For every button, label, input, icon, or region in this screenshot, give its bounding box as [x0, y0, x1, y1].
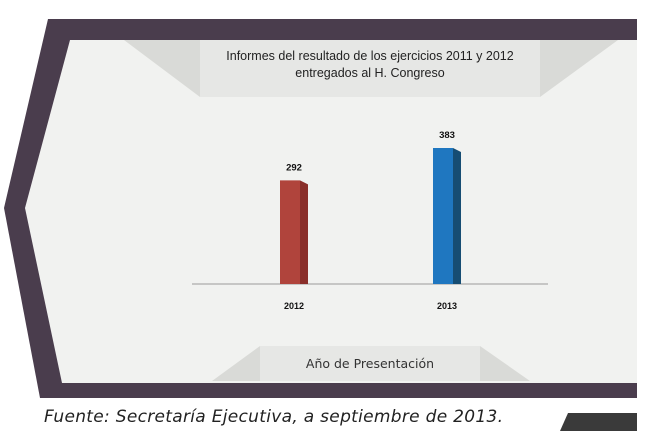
bars-group: 292 2012 383 2013	[280, 130, 461, 311]
title-banner-right-wing	[540, 40, 618, 97]
title-banner	[200, 40, 540, 97]
bar-side-2013	[453, 148, 461, 284]
data-label-2013: 383	[439, 130, 455, 141]
page-tab	[560, 413, 637, 431]
category-label-2012: 2012	[284, 301, 304, 311]
xlabel-banner	[260, 346, 480, 381]
xlabel-banner-left-wing	[212, 346, 260, 381]
source-note: Fuente: Secretaría Ejecutiva, a septiemb…	[44, 407, 504, 427]
bar-2012	[280, 180, 300, 284]
data-label-2012: 292	[286, 162, 302, 173]
title-banner-left-wing	[124, 40, 200, 97]
bar-side-2012	[300, 180, 308, 284]
xlabel-banner-right-wing	[480, 346, 530, 381]
bar-2013	[433, 148, 453, 284]
x-axis-label: Año de Presentación	[305, 356, 435, 371]
chart-title: Informes del resultado de los ejercicios…	[226, 49, 514, 80]
chart-panel	[25, 40, 637, 383]
category-label-2013: 2013	[437, 301, 457, 311]
